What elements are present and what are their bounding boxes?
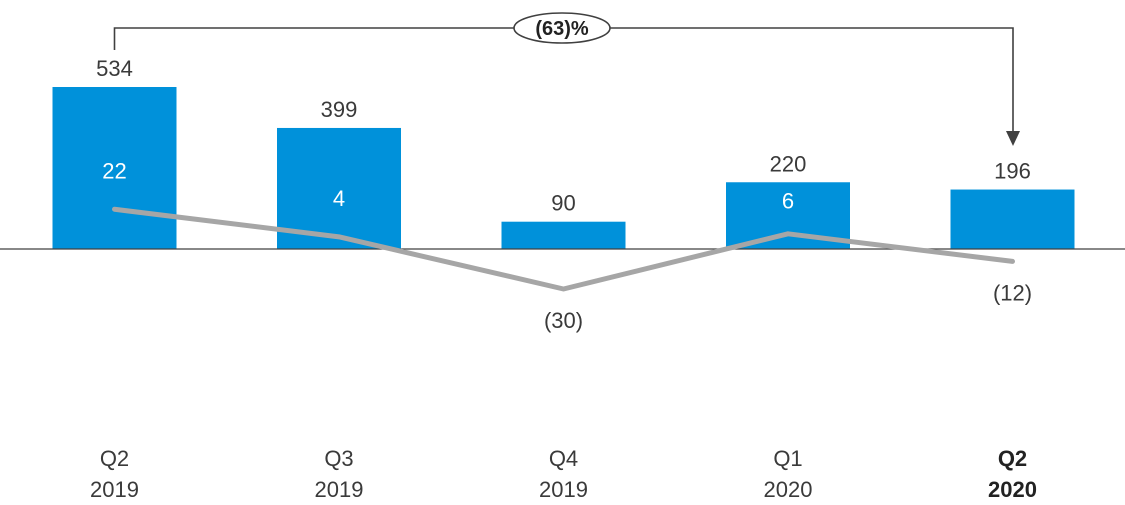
x-tick-label-year: 2019	[315, 477, 364, 502]
callout-label: (63)%	[535, 18, 589, 40]
x-tick-label-year: 2019	[539, 477, 588, 502]
x-tick-label-year: 2020	[764, 477, 813, 502]
x-tick-label-quarter: Q4	[549, 446, 578, 471]
labels-layer: 534 399 90 220 196 22 4 (30) 6 (12)	[96, 56, 1032, 333]
callout-bracket-right	[610, 27, 1014, 133]
bar	[277, 127, 401, 249]
line-layer	[112, 206, 1015, 292]
line-value-label: 22	[102, 158, 126, 183]
bar-value-label: 399	[321, 97, 358, 122]
x-tick-label-quarter: Q3	[324, 446, 353, 471]
callout-oval	[513, 12, 611, 44]
x-tick-label-quarter: Q1	[773, 446, 802, 471]
callout-layer: (63)%	[113, 12, 1020, 146]
x-tick-label-year: 2019	[90, 477, 139, 502]
line-value-label: (30)	[544, 308, 583, 333]
x-axis-labels: Q2 2019 Q3 2019 Q4 2019 Q1 2020 Q2 2020	[90, 446, 1037, 502]
callout-bracket-left	[113, 27, 514, 50]
line-series	[112, 206, 1015, 292]
x-tick-label-year: 2020	[988, 477, 1037, 502]
bar-value-label: 534	[96, 56, 133, 81]
bar	[501, 221, 626, 249]
bar-value-label: 196	[994, 159, 1031, 184]
line-value-label: 6	[782, 188, 794, 213]
bar	[52, 87, 177, 249]
down-arrow-icon	[1006, 131, 1020, 146]
line-value-label: 4	[333, 186, 345, 211]
bar-value-label: 220	[770, 151, 807, 176]
bars-layer	[52, 87, 1075, 249]
bar-value-label: 90	[551, 191, 575, 216]
x-tick-label-quarter: Q2	[998, 446, 1027, 471]
line-value-label: (12)	[993, 280, 1032, 305]
bar	[950, 189, 1075, 249]
x-tick-label-quarter: Q2	[100, 446, 129, 471]
